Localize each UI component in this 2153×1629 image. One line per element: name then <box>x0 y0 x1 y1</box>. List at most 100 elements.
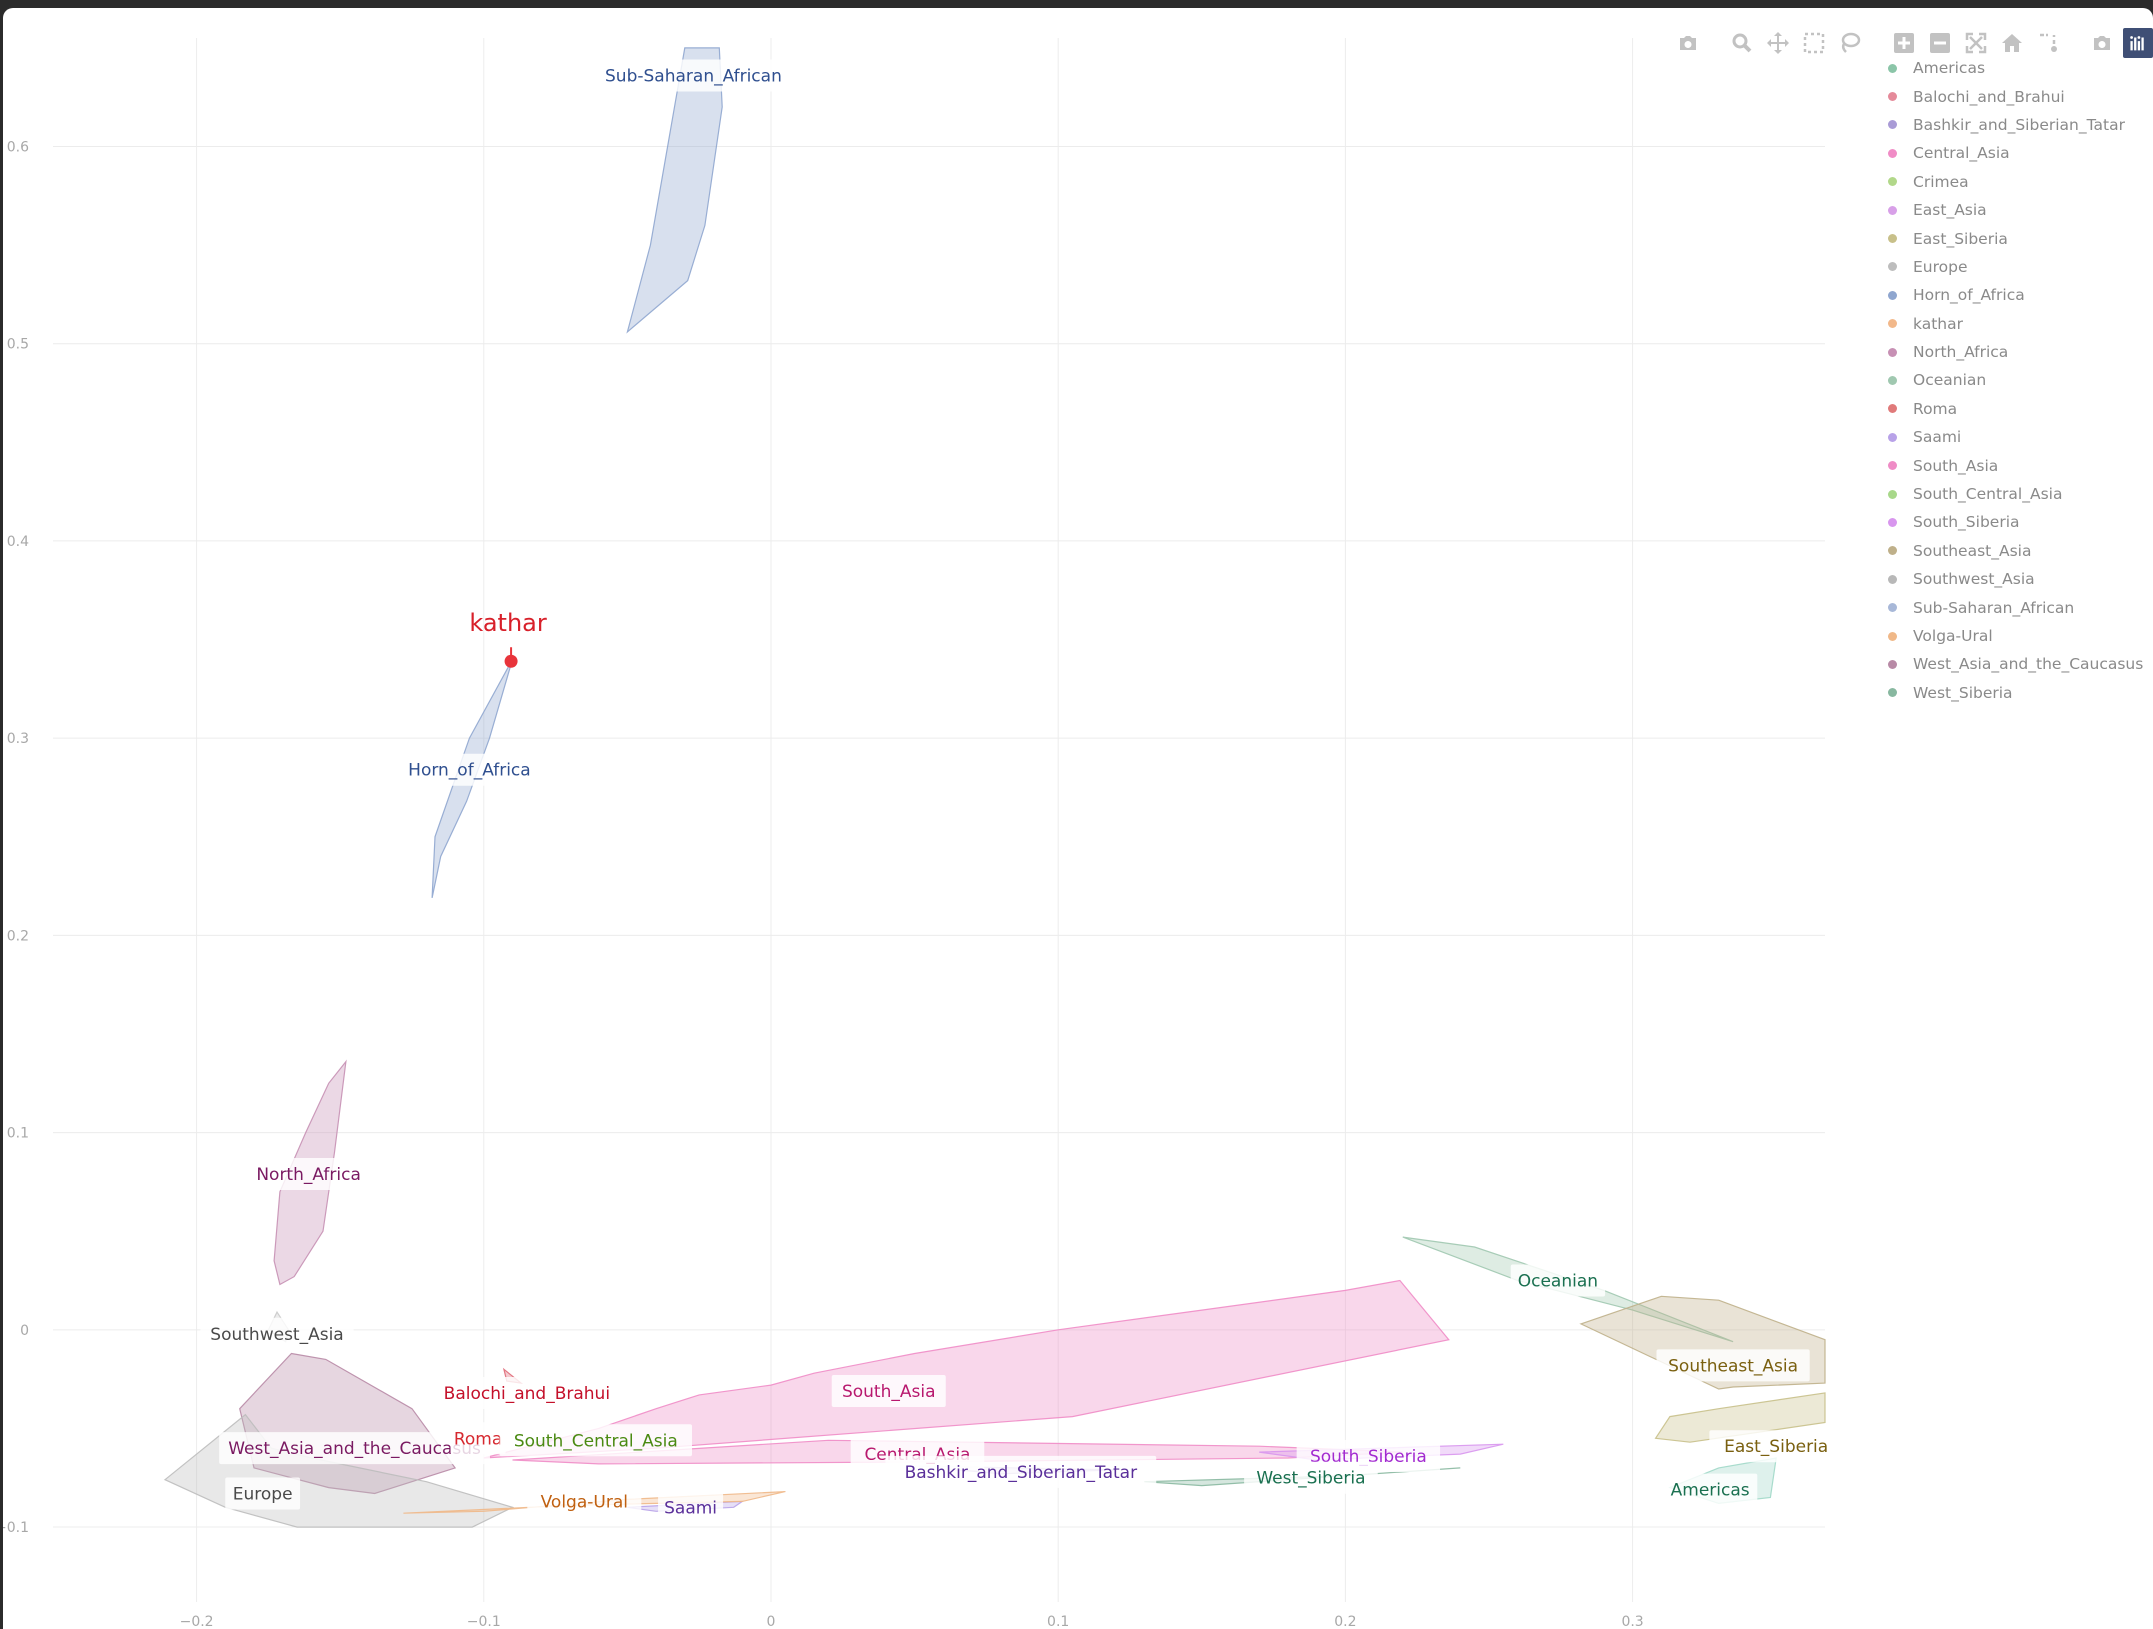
plotly-logo-icon[interactable] <box>2123 28 2153 58</box>
legend-marker <box>1888 659 1897 669</box>
legend-item-balochi-and-brahui[interactable]: Balochi_and_Brahui <box>1871 82 2143 110</box>
y-tick-label: 0.6 <box>7 139 29 155</box>
legend-label: kathar <box>1913 314 1963 333</box>
legend-item-south-asia[interactable]: South_Asia <box>1871 451 2143 479</box>
legend-item-crimea[interactable]: Crimea <box>1871 168 2143 196</box>
label-east-siberia: East_Siberia <box>1709 1430 1843 1463</box>
legend-label: South_Central_Asia <box>1913 485 2063 504</box>
legend-item-west-asia-and-the-caucasus[interactable]: West_Asia_and_the_Caucasus <box>1871 650 2143 678</box>
hull-east-siberia[interactable] <box>1654 1392 1826 1443</box>
legend-label: Volga-Ural <box>1913 627 1993 645</box>
label-southeast-asia: Southeast_Asia <box>1656 1349 1810 1382</box>
label-west-siberia: West_Siberia <box>1244 1461 1378 1494</box>
legend-item-oceanian[interactable]: Oceanian <box>1871 366 2143 394</box>
legend[interactable]: Americas Balochi_and_Brahui Bashkir_and_Si… <box>1871 54 2143 707</box>
group-label-text: Roma <box>454 1429 502 1449</box>
legend-marker <box>1888 517 1897 527</box>
group-label-text: Volga-Ural <box>541 1492 628 1512</box>
legend-label: South_Siberia <box>1913 513 2020 532</box>
group-label-text: West_Asia_and_the_Caucasus <box>228 1439 481 1459</box>
legend-marker <box>1888 63 1897 73</box>
group-label-text: Europe <box>233 1485 293 1505</box>
modebar[interactable] <box>1673 22 2153 64</box>
legend-item-sub-saharan-african[interactable]: Sub-Saharan_African <box>1871 593 2143 621</box>
hull-sub-saharan-african[interactable] <box>626 47 723 334</box>
label-balochi-and-brahui: Balochi_and_Brahui <box>430 1376 624 1409</box>
legend-item-horn-of-africa[interactable]: Horn_of_Africa <box>1871 281 2143 309</box>
legend-label: Crimea <box>1913 172 1969 191</box>
legend-marker <box>1888 347 1897 357</box>
label-horn-of-africa: Horn_of_Africa <box>392 753 547 786</box>
legend-marker <box>1888 603 1897 613</box>
label-south-asia: South_Asia <box>831 1374 946 1407</box>
zoom-in-icon[interactable] <box>1889 28 1919 58</box>
home-icon[interactable] <box>1997 28 2027 58</box>
hull-south-asia[interactable] <box>483 1279 1450 1459</box>
legend-label: Southeast_Asia <box>1913 541 2032 560</box>
legend-label: Bashkir_and_Siberian_Tatar <box>1913 115 2125 134</box>
legend-item-east-asia[interactable]: East_Asia <box>1871 196 2143 224</box>
legend-item-europe[interactable]: Europe <box>1871 253 2143 281</box>
autoscale-icon[interactable] <box>1961 28 1991 58</box>
legend-item-southwest-asia[interactable]: Southwest_Asia <box>1871 565 2143 593</box>
legend-marker <box>1888 432 1897 442</box>
zoom-out-icon[interactable] <box>1925 28 1955 58</box>
kathar-label: kathar <box>469 609 547 637</box>
legend-marker <box>1888 148 1897 158</box>
legend-item-americas[interactable]: Americas <box>1871 54 2143 82</box>
camera-icon[interactable] <box>1673 28 1703 58</box>
legend-label: Horn_of_Africa <box>1913 286 2025 305</box>
legend-label: North_Africa <box>1913 343 2009 362</box>
legend-item-south-siberia[interactable]: South_Siberia <box>1871 508 2143 536</box>
legend-marker <box>1888 262 1897 272</box>
label-saami: Saami <box>658 1491 724 1524</box>
legend-label: East_Siberia <box>1913 229 2008 248</box>
legend-marker <box>1888 234 1897 244</box>
group-label-text: West_Siberia <box>1256 1469 1365 1489</box>
group-labels: Sub-Saharan_African Horn_of_Africa North_A… <box>200 59 1843 1524</box>
legend-item-bashkir-and-siberian-tatar[interactable]: Bashkir_and_Siberian_Tatar <box>1871 111 2143 139</box>
legend-marker <box>1888 631 1897 641</box>
legend-item-north-africa[interactable]: North_Africa <box>1871 338 2143 366</box>
legend-item-southeast-asia[interactable]: Southeast_Asia <box>1871 537 2143 565</box>
group-label-text: Bashkir_and_Siberian_Tatar <box>905 1463 1137 1483</box>
legend-marker <box>1888 489 1897 499</box>
camera-icon-2[interactable] <box>2087 28 2117 58</box>
group-label-text: Sub-Saharan_African <box>605 66 782 86</box>
x-tick-label: 0 <box>767 1614 776 1629</box>
legend-item-west-siberia[interactable]: West_Siberia <box>1871 679 2143 707</box>
y-tick-label: 0 <box>20 1323 29 1339</box>
legend-label: Americas <box>1913 59 1986 78</box>
legend-item-saami[interactable]: Saami <box>1871 423 2143 451</box>
legend-item-south-central-asia[interactable]: South_Central_Asia <box>1871 480 2143 508</box>
legend-label: West_Asia_and_the_Caucasus <box>1913 655 2144 674</box>
label-bashkir-and-siberian-tatar: Bashkir_and_Siberian_Tatar <box>885 1455 1157 1488</box>
pan-icon[interactable] <box>1763 28 1793 58</box>
legend-item-roma[interactable]: Roma <box>1871 395 2143 423</box>
legend-item-kathar[interactable]: kathar <box>1871 310 2143 338</box>
legend-marker <box>1888 461 1897 471</box>
legend-item-central-asia[interactable]: Central_Asia <box>1871 139 2143 167</box>
plot-area[interactable]: kathar Sub-Saharan_African Horn_of_Africa… <box>3 8 2153 1629</box>
label-volga-ural: Volga-Ural <box>527 1485 642 1518</box>
group-hulls <box>163 47 1826 1528</box>
kathar-point[interactable] <box>504 654 518 668</box>
legend-marker <box>1888 120 1897 130</box>
legend-marker <box>1888 404 1897 414</box>
legend-label: South_Asia <box>1913 456 1999 475</box>
box-select-icon[interactable] <box>1799 28 1829 58</box>
spike-lines-icon[interactable] <box>2033 28 2063 58</box>
legend-item-east-siberia[interactable]: East_Siberia <box>1871 224 2143 252</box>
lasso-icon[interactable] <box>1835 28 1865 58</box>
legend-marker <box>1888 205 1897 215</box>
group-label-text: Americas <box>1671 1481 1750 1501</box>
zoom-icon[interactable] <box>1727 28 1757 58</box>
group-label-text: South_Asia <box>842 1382 936 1402</box>
x-tick-label: 0.1 <box>1047 1614 1069 1629</box>
y-tick-label: 0.3 <box>7 731 29 747</box>
legend-item-volga-ural[interactable]: Volga-Ural <box>1871 622 2143 650</box>
legend-label: West_Siberia <box>1913 683 2013 702</box>
axis-ticks: −0.2 −0.1 0 0.1 0.2 0.3 −0.1 0 0.1 0.2 0.3 0.4 0.5 0.… <box>3 139 1644 1629</box>
legend-marker <box>1888 177 1897 187</box>
group-label-text: Saami <box>664 1498 717 1518</box>
